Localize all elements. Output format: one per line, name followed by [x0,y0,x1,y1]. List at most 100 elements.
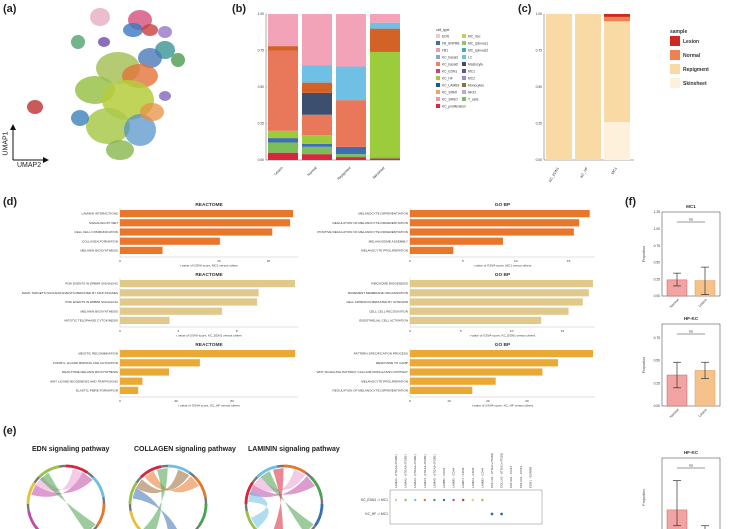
xtick-label: Lesion [698,298,708,308]
plot-frame [661,457,721,529]
xtick-label: 10 [217,259,221,263]
legend-label: KC_SRMf [442,90,457,94]
dot-plot-row-label: KC_HF -> MC1 [365,512,388,516]
legend-label: Mastocyte [468,62,483,66]
legend-label: KC_basal2 [442,62,458,66]
chord-sector [193,476,207,498]
legend-swatch [462,48,466,52]
gsva-category-label: FORMYL LIGAND BINDING AND ACTIVATION [53,361,118,365]
x-axis-label: t value of GSVA score, KC_HF versus othe… [178,404,240,408]
dot-plot-col-label: COL6A1 - CD44 [519,466,523,488]
gsva-category-label: POSITIVE REGULATION OF MELANOCYTE DIFFER… [317,230,408,234]
panel-label-f: (f) [625,196,636,208]
dot-plot-col-label: LAMC1 - CD44 [461,467,465,488]
xtick-label: 8 [236,329,238,333]
chord-sector [91,476,105,498]
gsva-bar [120,368,170,376]
legend-swatch [436,90,440,94]
chord-link [144,471,200,493]
xtick-label: 10 [510,329,514,333]
gsva-bar [120,219,291,227]
bar-segment [302,135,332,144]
x-axis-label: t value of GSVA score, KC_HF versus othe… [472,404,534,408]
gsva-category-label: RIBOSOME BIOGENESIS [371,282,408,286]
ytick-label: 1.00 [536,12,543,16]
xtick-label: 0 [119,259,121,263]
bar-segment [268,130,298,139]
x-axis-label: t value of GSVA score, MC1 versus others [474,264,532,268]
bar-segment [370,158,400,160]
gsva-bar [410,298,583,306]
gsva-bar [410,289,589,297]
gsva-bar [120,237,220,245]
xtick-label: 15 [267,259,271,263]
xtick-label: Lesion [273,166,283,176]
gsva-bar [120,307,223,315]
bar-segment [268,152,298,160]
legend-swatch [462,34,466,38]
ytick-label: 0.75 [258,49,265,53]
legend-swatch [436,48,440,52]
bar-segment [604,21,630,123]
dot-plot-col-label: LAMA2 - (ITGA3+ITGB1) [404,454,408,488]
bar-segment [370,157,400,159]
legend-label: KC_HF [442,76,453,80]
bar-segment [370,22,400,29]
xtick-label: Normal [669,408,680,419]
panel-label-e: (e) [3,425,17,437]
bar-segment [268,50,298,131]
xtick-label: 5 [460,329,462,333]
subplot-title: GO BP [495,272,511,278]
gsva-category-label: MELANOCYTE DIFFERENTIATION [358,212,408,216]
gsva-category-label: COLLAGEN FORMATION [82,239,118,243]
legend-swatch [436,69,440,73]
dot-plot-col-label: LAMB3 - CD44 [480,467,484,488]
xtick-label: 30 [525,399,529,403]
bar-segment [336,157,366,160]
chord-title-edn: EDN signaling pathway [32,446,110,453]
gsva-bar [120,359,200,367]
dot-plot-dot [414,498,417,502]
xtick-label: 15 [561,329,565,333]
chord-title-collagen: COLLAGEN signaling pathway [134,446,236,453]
legend-swatch [462,69,466,73]
legend-label: FB_SNPRB [442,41,460,45]
gsva-category-label: MITOTIC TELOPHASE CYTOKINESIS [64,319,118,323]
chord-sector [129,510,142,529]
xtick-label: Skinsheet [372,166,386,180]
umap-ylabel: UMAP1 [2,131,10,156]
gsva-bar [120,210,294,218]
legend-label: KC_SRSO [442,97,458,101]
bar-segment [302,154,332,160]
bar-segment [575,14,601,160]
bar-segment [268,138,298,143]
dot-plot-row-label: KC_EDN1 -> MC1 [361,498,388,502]
dot-plot-dot [481,498,484,502]
gsva-category-label: WNT LIGAND BIOGENESIS AND TRAFFICKING [50,379,119,383]
legend-title: cell_type [436,28,449,32]
chord-diagram [244,464,324,529]
legend-label: LC [468,55,473,59]
panel-label-d: (d) [3,196,18,208]
dot-plot-col-label: LAMA1 - (ITGA3+ITGB1) [394,454,398,488]
gsva-category-label: REGULATION OF MELANOCYTE DIFFERENTIATION [332,221,408,225]
ligand-receptor-dot-plot: LAMA1 - (ITGA3+ITGB1) LAMA2 - (ITGA3+ITGB… [361,453,543,525]
legend-swatch [462,83,466,87]
legend-swatch [462,62,466,66]
ytick-label: 0.75 [654,244,661,248]
ytick-label: 0.00 [536,158,543,162]
gsva-bar [120,350,296,358]
chord-link [31,472,93,497]
chord-sector [26,481,36,505]
legend-label: Normal [683,53,701,59]
bar-segment [302,65,332,83]
ytick-label: 0.50 [258,85,265,89]
subplot-title: REACTOME [195,202,223,208]
chord-link [253,469,306,492]
ytick-label: 0.75 [536,49,543,53]
xtick-label: 0 [409,259,411,263]
chord-sector [96,503,106,527]
xtick-label: Normal [669,298,680,309]
legend-title: sample [670,29,687,35]
bar-segment [302,146,332,155]
